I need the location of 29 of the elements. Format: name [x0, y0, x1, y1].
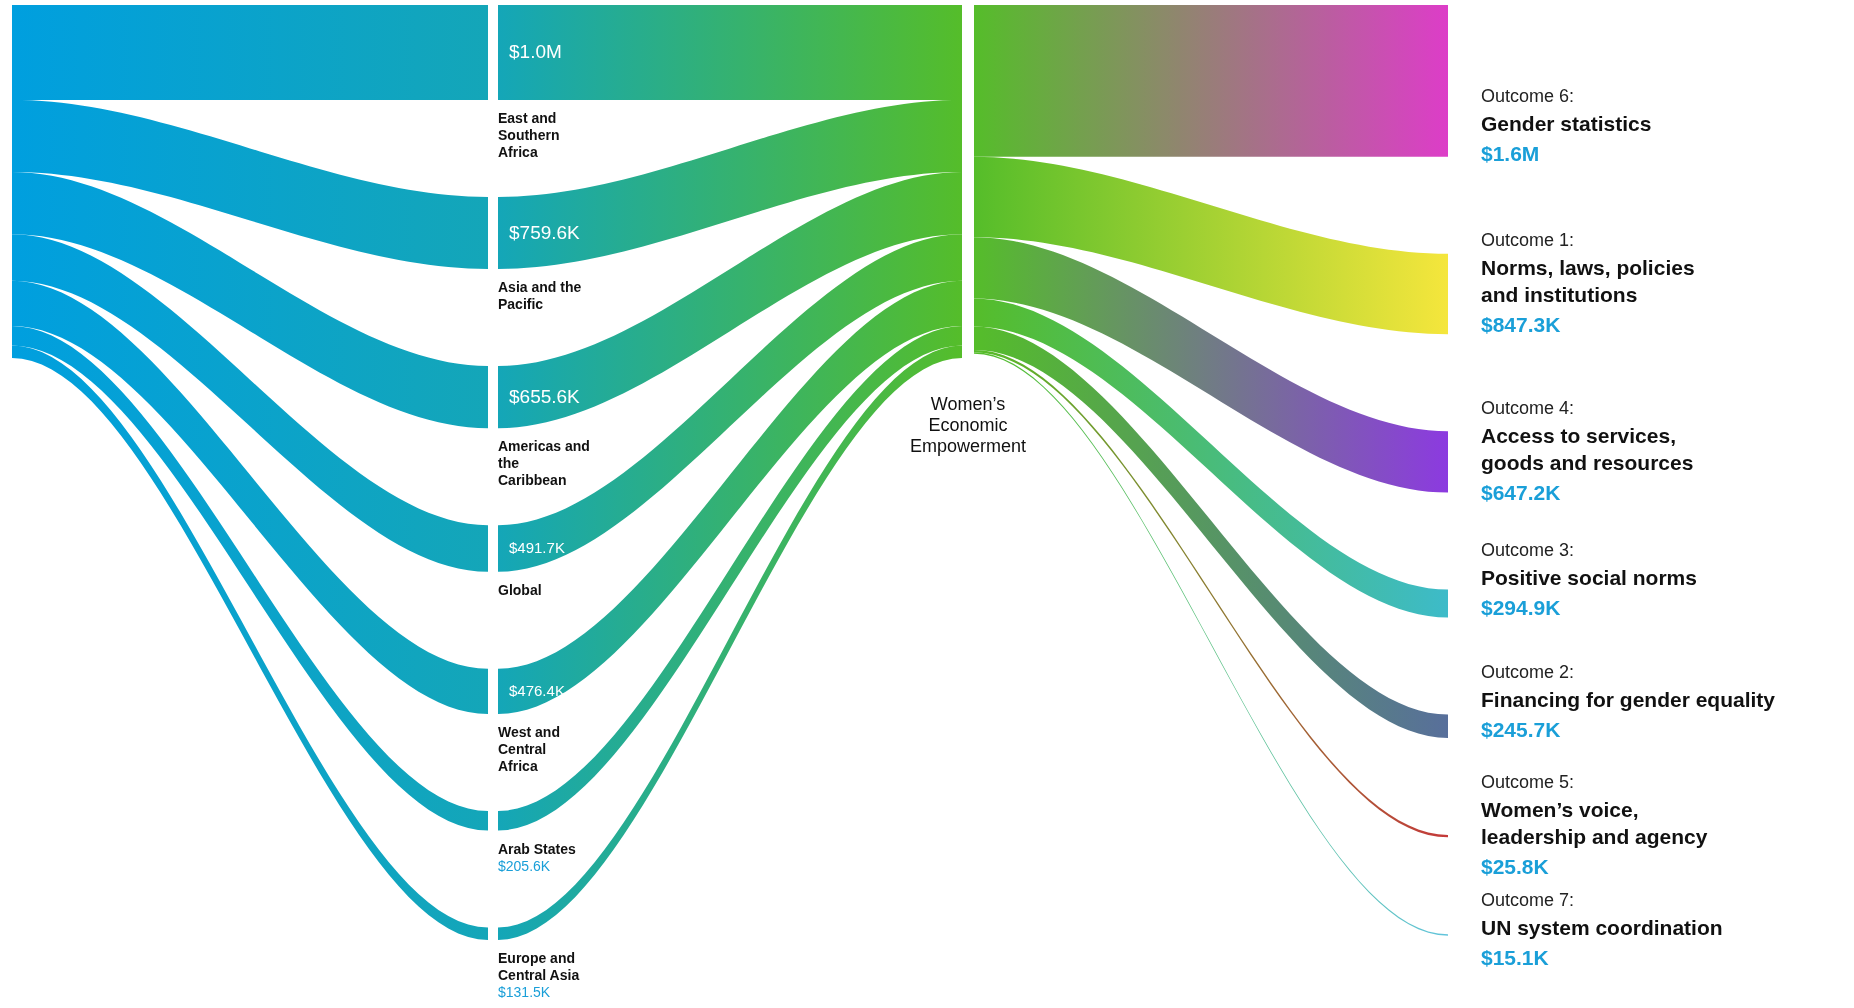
data-label: $245.7K: [1481, 718, 1561, 742]
category-label: West and Central Africa: [498, 724, 560, 775]
data-label: $491.7K: [509, 539, 565, 557]
category-label: Outcome 1: Norms, laws, policies and institutions: [1481, 230, 1695, 307]
category-label: Americas and the Caribbean: [498, 438, 590, 489]
category-label: Outcome 6: Gender statistics: [1481, 86, 1652, 135]
data-label: $15.1K: [1481, 946, 1549, 970]
category-label: Outcome 7: UN system coordination: [1481, 890, 1723, 940]
category-label: Outcome 4: Access to services, goods and resources: [1481, 397, 1694, 474]
category-label: Europe and Central Asia: [498, 950, 580, 983]
category-label: Outcome 3: Positive social norms: [1481, 539, 1697, 589]
category-label: Arab States: [498, 840, 577, 857]
data-label: $847.3K: [1481, 313, 1561, 337]
data-label: $1.6M: [1481, 142, 1540, 165]
category-label: Outcome 5: Women’s voice, leadership and agency: [1481, 772, 1708, 849]
category-label: Outcome 2: Financing for gender equality: [1481, 662, 1776, 712]
category-label: East and Southern Africa: [498, 109, 560, 160]
data-label: $25.8K: [1481, 855, 1549, 879]
data-label: $647.2K: [1481, 480, 1561, 504]
text: Women’s Economic Empowerment: [909, 394, 1027, 456]
data-label: $294.9K: [1481, 595, 1561, 619]
data-label: $759.6K: [509, 221, 581, 243]
data-label: $205.6K: [498, 857, 551, 874]
data-label: $1.0M: [509, 41, 562, 63]
category-label: Asia and the Pacific: [498, 278, 582, 312]
data-label: $476.4K: [509, 682, 565, 700]
data-label: $131.5K: [498, 984, 551, 1000]
data-label: $655.6K: [509, 386, 581, 408]
category-label: Global: [498, 581, 542, 598]
